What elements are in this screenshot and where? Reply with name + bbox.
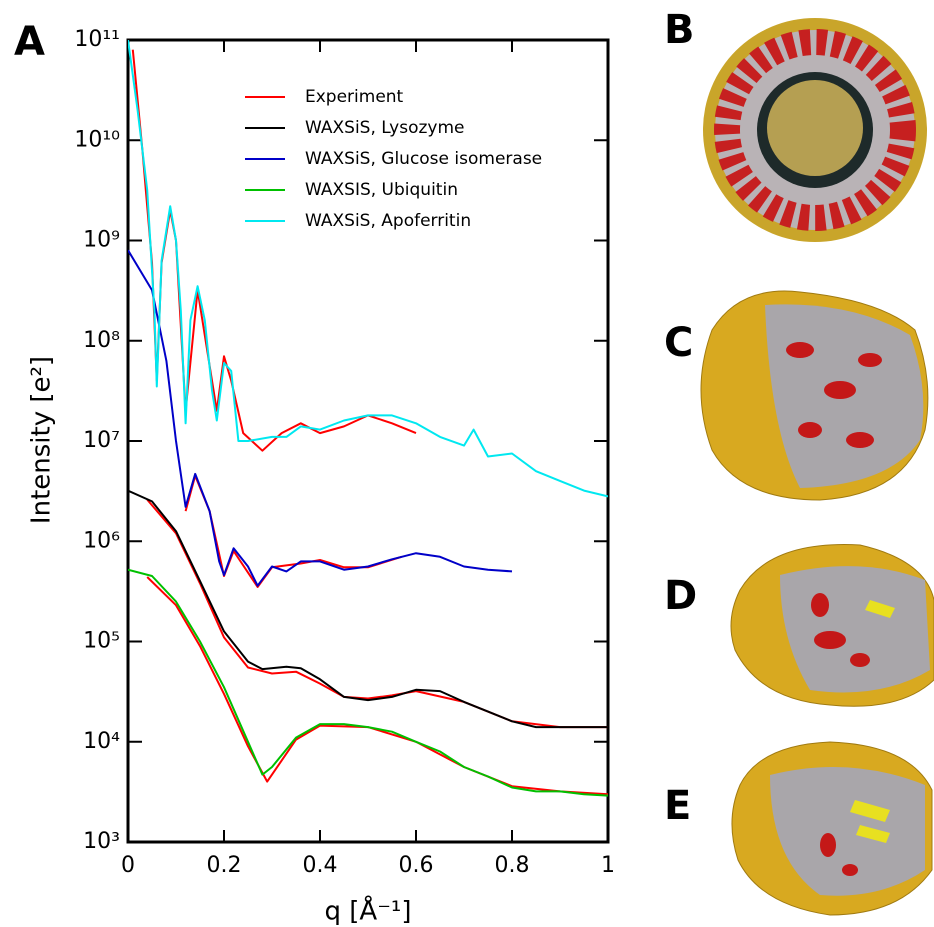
y-tick-label: 10¹¹: [74, 27, 120, 52]
legend-label: WAXSiS, Lysozyme: [305, 118, 465, 138]
y-tick-label: 10⁴: [83, 729, 120, 754]
x-tick-label: 0.8: [495, 853, 530, 878]
x-tick-label: 0.2: [207, 853, 242, 878]
series-line: [128, 40, 608, 496]
x-tick-label: 1: [601, 853, 615, 878]
series-line: [128, 570, 608, 796]
x-tick-label: 0.6: [399, 853, 434, 878]
y-tick-label: 10⁸: [83, 328, 120, 353]
panel-label: B: [664, 7, 695, 53]
panel-label: E: [664, 783, 691, 829]
y-tick-label: 10⁹: [83, 228, 120, 253]
molecule-e: [732, 742, 932, 915]
y-tick-label: 10³: [83, 829, 120, 854]
x-tick-label: 0.4: [303, 853, 338, 878]
x-tick-label: 0: [121, 853, 135, 878]
legend-label: WAXSiS, Apoferritin: [305, 211, 471, 231]
molecule-d: [731, 545, 934, 707]
x-axis-label: q [Å⁻¹]: [325, 895, 412, 927]
y-tick-label: 10⁵: [83, 629, 120, 654]
molecule-c: [701, 291, 928, 500]
panel-label: D: [664, 573, 697, 619]
figure: q [Å⁻¹] Intensity [e²] A B C D E 0 0.2 0.4…: [0, 0, 934, 927]
panel-label: C: [664, 320, 693, 366]
legend-label: WAXSiS, Glucose isomerase: [305, 149, 542, 169]
y-tick-label: 10⁷: [83, 428, 120, 453]
y-axis-label: Intensity [e²]: [27, 356, 57, 524]
y-tick-label: 10¹⁰: [74, 127, 120, 152]
legend-label: Experiment: [305, 87, 404, 107]
molecule-b: [703, 18, 927, 242]
page: {"chart_data": { "type": "line", "ylabel…: [0, 0, 934, 927]
y-tick-label: 10⁶: [83, 528, 120, 553]
legend-label: WAXSIS, Ubiquitin: [305, 180, 458, 200]
series-line: [128, 491, 608, 727]
panel-label: A: [14, 19, 45, 65]
